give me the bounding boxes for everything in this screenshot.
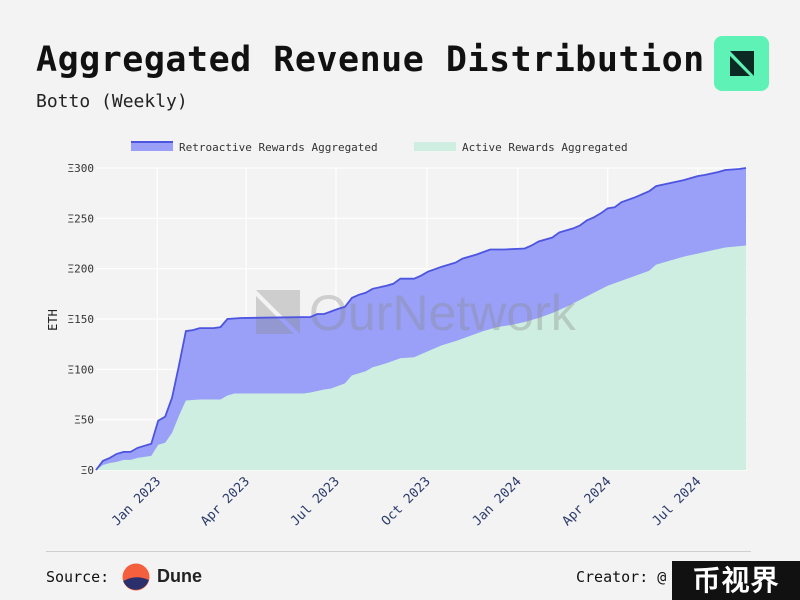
x-tick-label: Apr 2024 [560, 474, 615, 529]
x-tick-label: Jul 2024 [650, 474, 705, 529]
y-tick-label: Ξ100 [68, 363, 95, 376]
y-tick-label: Ξ0 [81, 464, 94, 477]
brand-logo [714, 36, 769, 91]
chart-title: Aggregated Revenue Distribution [36, 40, 705, 80]
dune-brand-name: Dune [157, 566, 202, 586]
legend-swatch-retroactive [131, 142, 173, 151]
y-tick-label: Ξ300 [68, 162, 95, 175]
footer-divider [46, 551, 751, 552]
series-area-active [96, 245, 746, 470]
brand-logo-icon [730, 51, 754, 76]
series-line-retroactive [95, 167, 747, 471]
y-tick-label: Ξ150 [68, 313, 95, 326]
legend-swatch-active [414, 142, 456, 151]
x-tick-label: Apr 2023 [198, 474, 253, 529]
chart-subtitle: Botto (Weekly) [36, 91, 188, 112]
source-label: Source: [46, 568, 110, 586]
y-tick-label: Ξ250 [68, 212, 95, 225]
watermark-logo-icon [256, 290, 300, 334]
creator-label: Creator: @ [576, 568, 667, 586]
watermark-text: OurNetwork [309, 285, 577, 341]
dune-logo-icon [122, 563, 150, 591]
x-tick-label: Jan 2024 [470, 474, 525, 529]
revenue-area-chart: OurNetwork Ξ0 Ξ50 Ξ100 Ξ150 Ξ200 Ξ250 Ξ300 ETH Ja… [46, 141, 747, 529]
x-tick-label: Oct 2023 [379, 474, 434, 529]
y-tick-label: Ξ50 [74, 414, 94, 427]
legend-label-active: Active Rewards Aggregated [462, 141, 628, 154]
y-axis-label: ETH [46, 309, 60, 331]
x-tick-label: Jul 2023 [288, 474, 343, 529]
y-tick-label: Ξ200 [68, 263, 95, 276]
legend-label-retroactive: Retroactive Rewards Aggregated [179, 141, 378, 154]
x-tick-label: Jan 2023 [109, 474, 164, 529]
watermark-ournetwork: OurNetwork [256, 285, 577, 341]
site-watermark-badge: 币视界 [672, 561, 800, 600]
